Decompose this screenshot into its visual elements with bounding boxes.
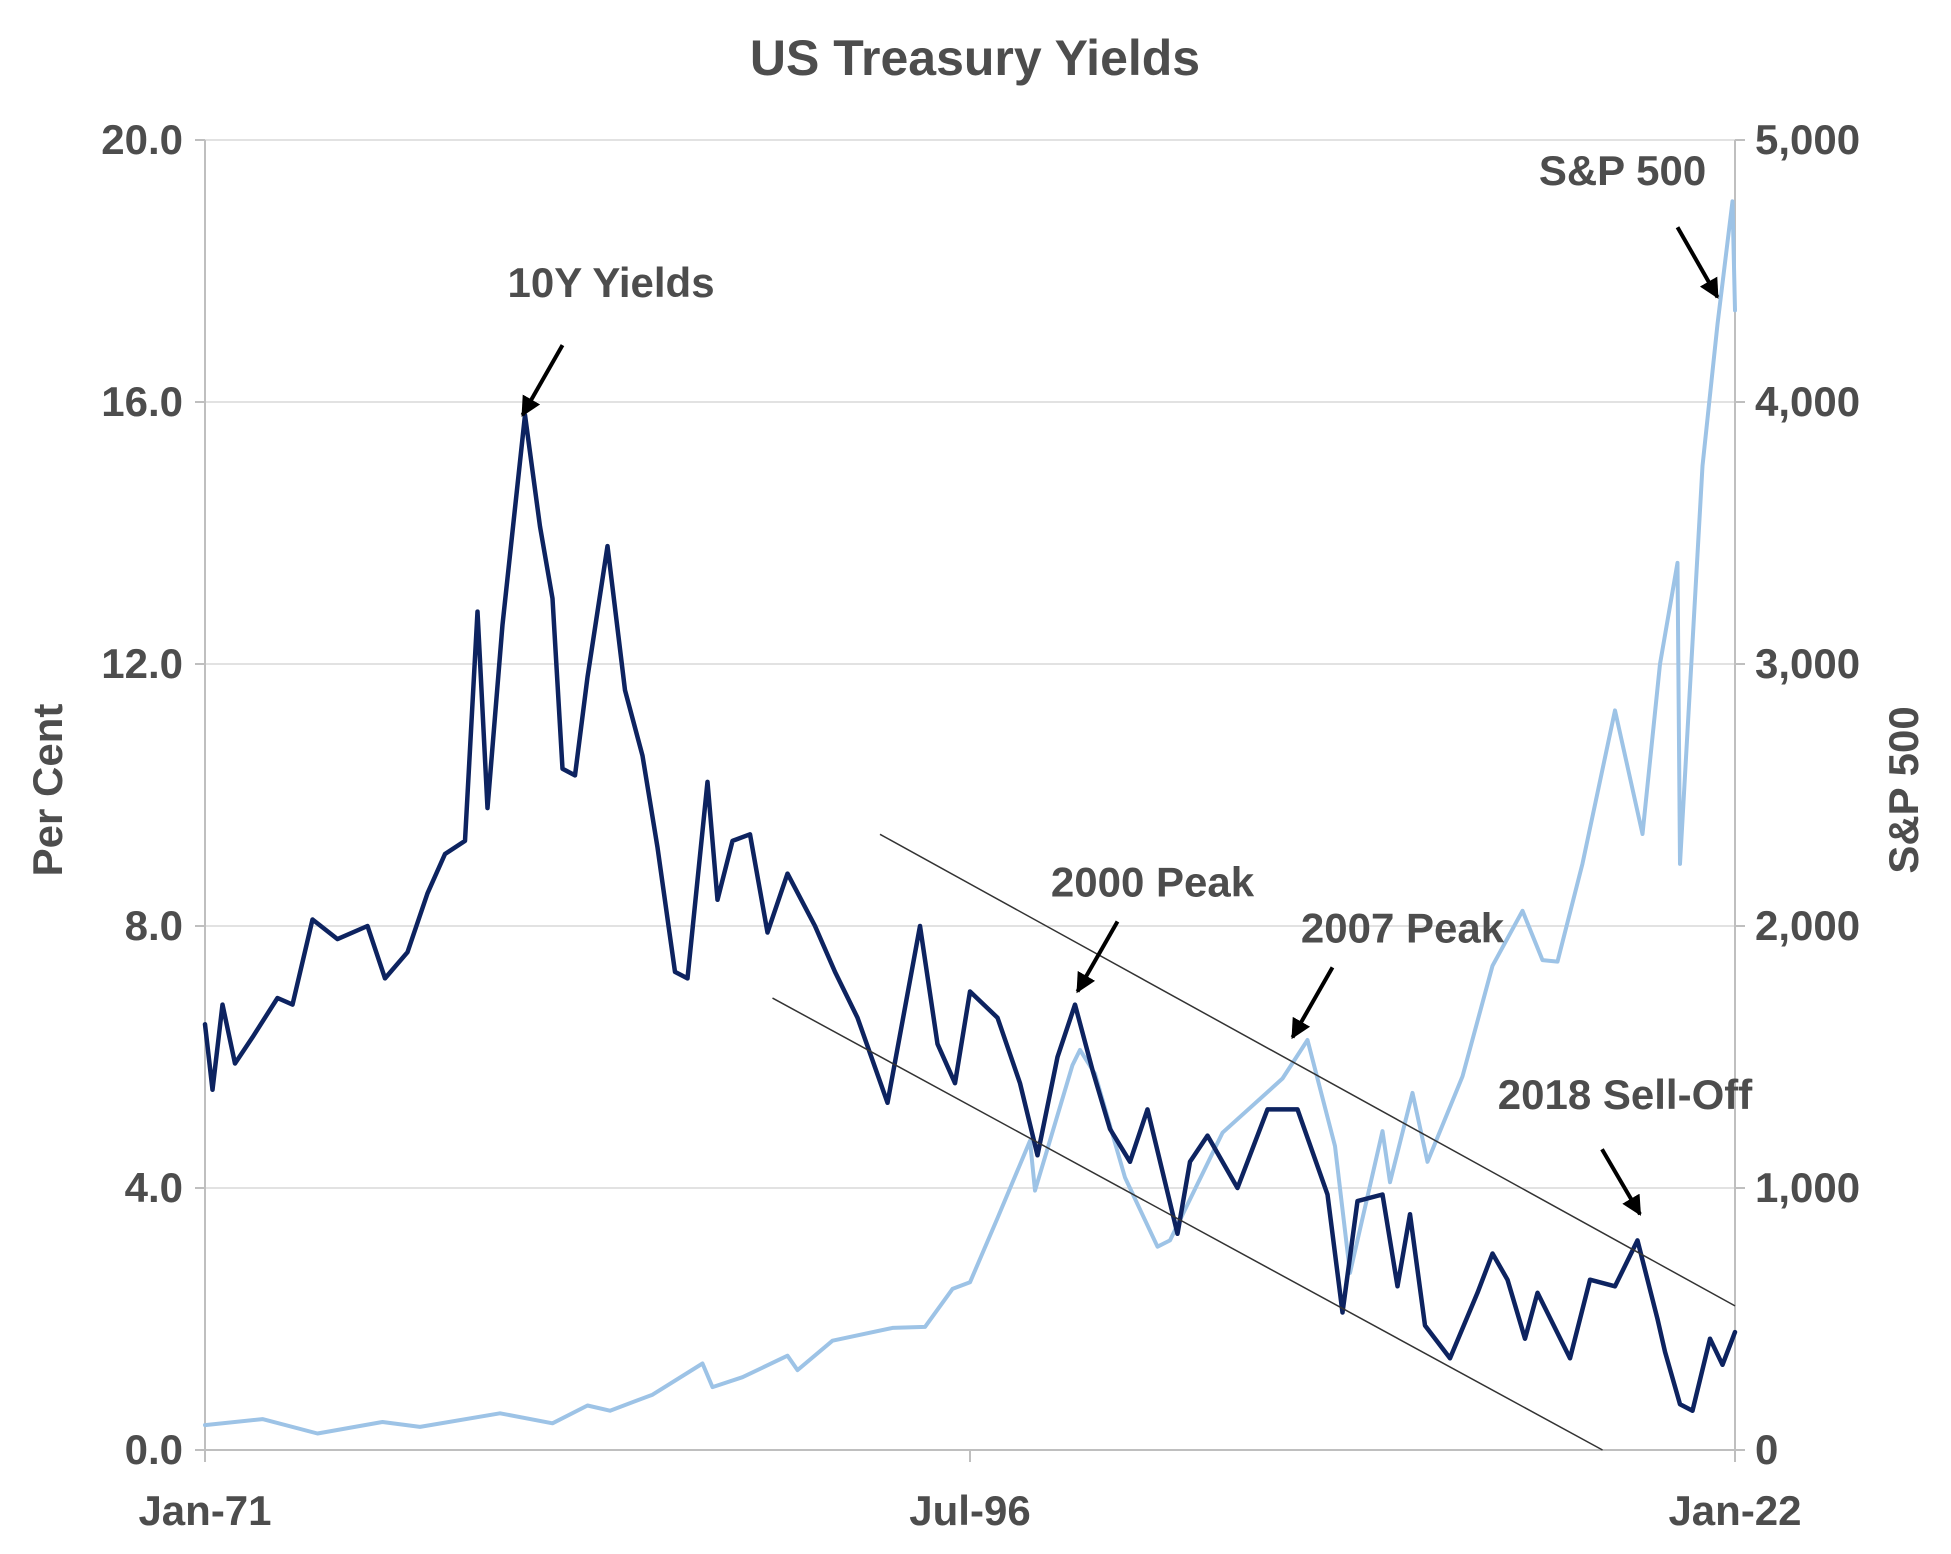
y-tick-label: 8.0 — [125, 902, 183, 949]
y2-tick-label: 1,000 — [1755, 1164, 1860, 1211]
x-tick-label: Jan-22 — [1668, 1487, 1801, 1534]
yield-series-line — [202, 412, 1738, 1413]
annotations: 10Y Yields 2000 Peak 2007 Peak S&P 500 2018 … — [508, 147, 1753, 1216]
annotation-label: 2007 Peak — [1301, 904, 1505, 951]
gridlines — [205, 139, 1735, 1189]
y-tick-label: 0.0 — [125, 1426, 183, 1473]
x-tick-label: Jan-71 — [138, 1487, 271, 1534]
annotation-arrow — [520, 344, 565, 417]
lower-channel-line — [772, 997, 1603, 1451]
y-tick-label: 12.0 — [101, 640, 183, 687]
upper-channel-line — [879, 833, 1736, 1307]
annotation-arrow — [1600, 1148, 1642, 1216]
y2-tick-label: 3,000 — [1755, 640, 1860, 687]
tick-labels: 0.0 4.0 8.0 12.0 16.0 20.0 0 1,000 2,000 3,000 4,0… — [101, 116, 1860, 1534]
x-tick-label: Jul-96 — [909, 1487, 1030, 1534]
y-axis-title: Per Cent — [24, 704, 71, 877]
annotation-arrow — [1290, 966, 1335, 1040]
y2-tick-label: 0 — [1755, 1426, 1778, 1473]
axes — [195, 139, 1745, 1462]
annotation-label: 10Y Yields — [508, 259, 715, 306]
trend-channel — [772, 833, 1736, 1451]
y-tick-label: 16.0 — [101, 378, 183, 425]
y2-tick-label: 5,000 — [1755, 116, 1860, 163]
y2-axis-title: S&P 500 — [1880, 706, 1927, 873]
annotation-arrow — [1675, 226, 1720, 299]
annotation-label: S&P 500 — [1539, 147, 1706, 194]
y2-tick-label: 4,000 — [1755, 378, 1860, 425]
chart-title: US Treasury Yields — [750, 30, 1200, 86]
y-tick-label: 20.0 — [101, 116, 183, 163]
sp500-series-line — [203, 199, 1737, 1436]
annotation-label: 2018 Sell-Off — [1498, 1071, 1753, 1118]
annotation-label: 2000 Peak — [1051, 859, 1255, 906]
y2-tick-label: 2,000 — [1755, 902, 1860, 949]
y-tick-label: 4.0 — [125, 1164, 183, 1211]
annotation-arrow — [1075, 920, 1120, 994]
series-lines — [202, 199, 1738, 1436]
